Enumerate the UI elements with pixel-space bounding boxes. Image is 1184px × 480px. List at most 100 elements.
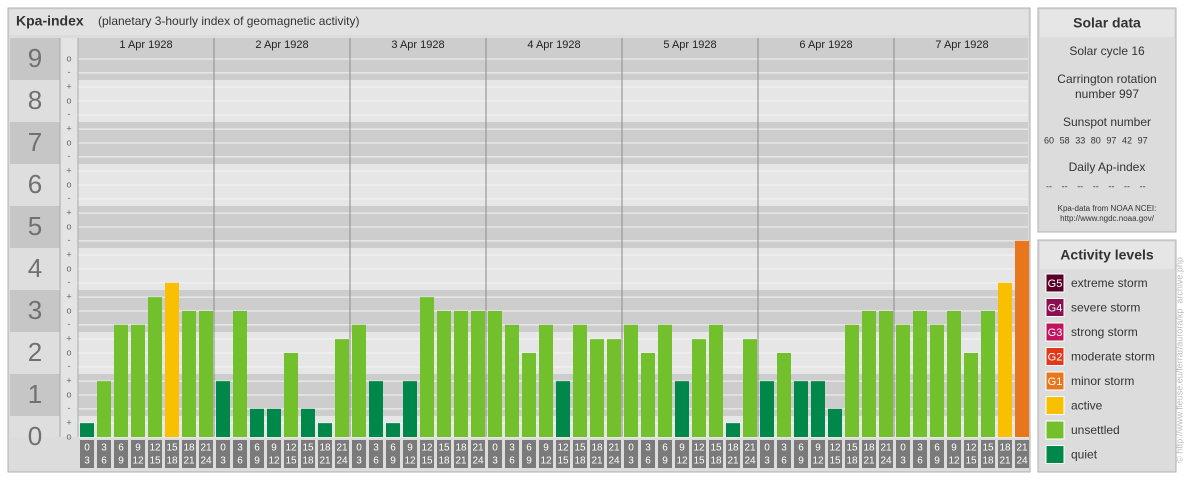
minor-tick-label: + [66,124,71,134]
legend-badge: G5 [1048,278,1063,290]
minor-tick-label: - [68,403,71,413]
band-label-cell [10,416,60,437]
hour-start: 15 [302,443,314,454]
minor-tick-label: + [66,166,71,176]
hour-start: 3 [645,443,651,454]
hour-end: 15 [421,456,433,467]
hour-start: 0 [220,443,226,454]
hour-end: 12 [132,456,144,467]
hour-start: 12 [829,443,841,454]
hour-end: 18 [302,456,314,467]
hour-start: 21 [608,443,620,454]
legend-swatch [1045,371,1065,391]
hour-box [335,440,349,468]
legend-label: extreme storm [1071,276,1148,290]
bar [658,324,672,437]
hour-box [811,440,825,468]
minor-tick-label: - [68,277,71,287]
hour-box [386,440,400,468]
ap-value: -- [1093,181,1099,191]
bar [250,408,264,437]
hour-box [437,440,451,468]
hour-end: 21 [727,456,739,467]
minor-tick-label: o [66,305,71,315]
hour-start: 9 [815,443,821,454]
minor-tick-label: + [66,292,71,302]
hour-start: 6 [118,443,124,454]
bar [879,311,893,437]
hour-box [828,440,842,468]
hour-start: 3 [917,443,923,454]
hour-end: 9 [390,456,396,467]
bar [148,297,162,437]
hour-start: 21 [1016,443,1028,454]
hour-start: 6 [798,443,804,454]
hour-end: 12 [812,456,824,467]
legend-label: unsettled [1071,423,1120,437]
bar [828,408,842,437]
hour-end: 12 [540,456,552,467]
bar [420,297,434,437]
ap-value: -- [1124,181,1130,191]
hour-start: 12 [557,443,569,454]
sunspot-number: 58 [1060,135,1070,145]
hour-end: 3 [356,456,362,467]
hour-start: 9 [271,443,277,454]
hour-box [1015,440,1029,468]
hour-end: 6 [373,456,379,467]
hour-start: 9 [543,443,549,454]
hour-end: 3 [900,456,906,467]
bar [131,324,145,437]
bar [794,381,808,437]
hour-end: 21 [999,456,1011,467]
hour-start: 12 [285,443,297,454]
minor-tick-label: + [66,334,71,344]
hour-box [641,440,655,468]
bar [403,381,417,437]
bar [709,324,723,437]
legend-label: severe storm [1071,301,1140,315]
hour-end: 24 [472,456,484,467]
hour-box [301,440,315,468]
minor-tick-label: - [68,151,71,161]
minor-tick-label: o [66,53,71,63]
bar [590,339,604,437]
bar [80,423,94,437]
hour-end: 18 [574,456,586,467]
band-label-cell [10,122,60,164]
hour-start: 21 [472,443,484,454]
bar [386,423,400,437]
hour-end: 6 [509,456,515,467]
bar [998,282,1012,437]
hour-box [80,440,94,468]
bar [114,324,128,437]
chart-title: Kpa-index [16,13,84,29]
hour-box [352,440,366,468]
legend-badge: G3 [1048,327,1063,339]
hour-end: 15 [285,456,297,467]
hour-end: 18 [710,456,722,467]
minor-tick-label: o [66,389,71,399]
hour-box [981,440,995,468]
legend-swatch [1045,347,1065,366]
bar [845,324,859,437]
hour-box [267,440,281,468]
band-label-cell [10,38,60,80]
hour-box [794,440,808,468]
legend-label: quiet [1071,448,1098,462]
bar [862,311,876,437]
hour-end: 6 [237,456,243,467]
minor-tick-label: o [66,95,71,105]
legend-swatch [1045,396,1065,415]
hour-box [913,440,927,468]
hour-end: 12 [404,456,416,467]
hour-end: 9 [934,456,940,467]
bar [505,324,519,437]
bar [471,311,485,437]
hour-start: 3 [237,443,243,454]
minor-tick-label: - [68,235,71,245]
hour-box [607,440,621,468]
minor-label-column [60,38,78,437]
bar [726,423,740,437]
hour-end: 6 [917,456,923,467]
